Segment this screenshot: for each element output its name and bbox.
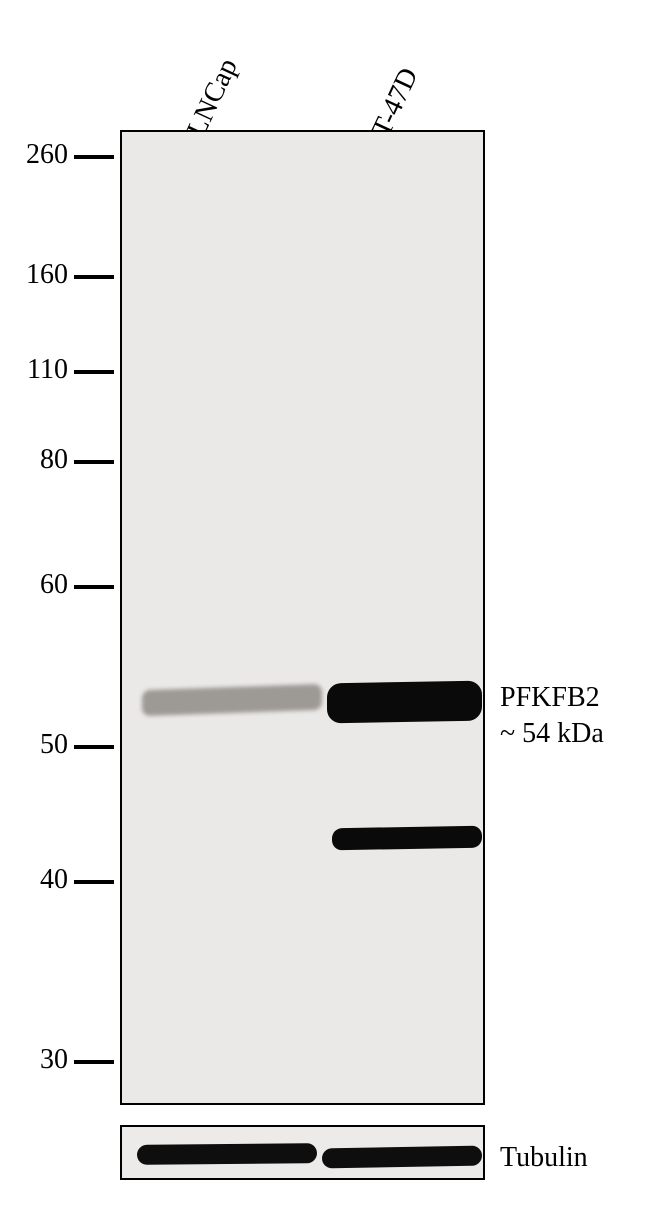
tubulin-label-text: Tubulin: [500, 1142, 588, 1173]
marker-label: 110: [0, 354, 68, 386]
marker-tick: [74, 460, 114, 464]
marker-label: 80: [0, 444, 68, 476]
marker-label: 50: [0, 729, 68, 761]
marker-label: 30: [0, 1044, 68, 1076]
marker-tick: [74, 745, 114, 749]
marker-tick: [74, 585, 114, 589]
lane-label-lncap: LNCap: [181, 54, 245, 142]
tubulin-band: [137, 1143, 317, 1165]
protein-size: ~ 54 kDa: [500, 716, 604, 752]
marker-tick: [74, 370, 114, 374]
blot-band: [327, 681, 482, 724]
figure-container: LNCap T-47D PFKFB2 ~ 54 kDa Tubulin 2601…: [0, 0, 650, 1228]
main-blot-background: [122, 132, 483, 1103]
protein-name: PFKFB2: [500, 680, 604, 716]
marker-tick: [74, 155, 114, 159]
marker-tick: [74, 1060, 114, 1064]
blot-band: [332, 826, 482, 851]
lane-label-text: LNCap: [181, 54, 244, 142]
marker-label: 260: [0, 139, 68, 171]
tubulin-label: Tubulin: [500, 1140, 588, 1176]
marker-label: 40: [0, 864, 68, 896]
main-blot-box: [120, 130, 485, 1105]
tubulin-blot-box: [120, 1125, 485, 1180]
tubulin-band: [322, 1146, 482, 1169]
marker-label: 160: [0, 259, 68, 291]
marker-tick: [74, 275, 114, 279]
marker-label: 60: [0, 569, 68, 601]
target-protein-label: PFKFB2 ~ 54 kDa: [500, 680, 604, 753]
marker-tick: [74, 880, 114, 884]
